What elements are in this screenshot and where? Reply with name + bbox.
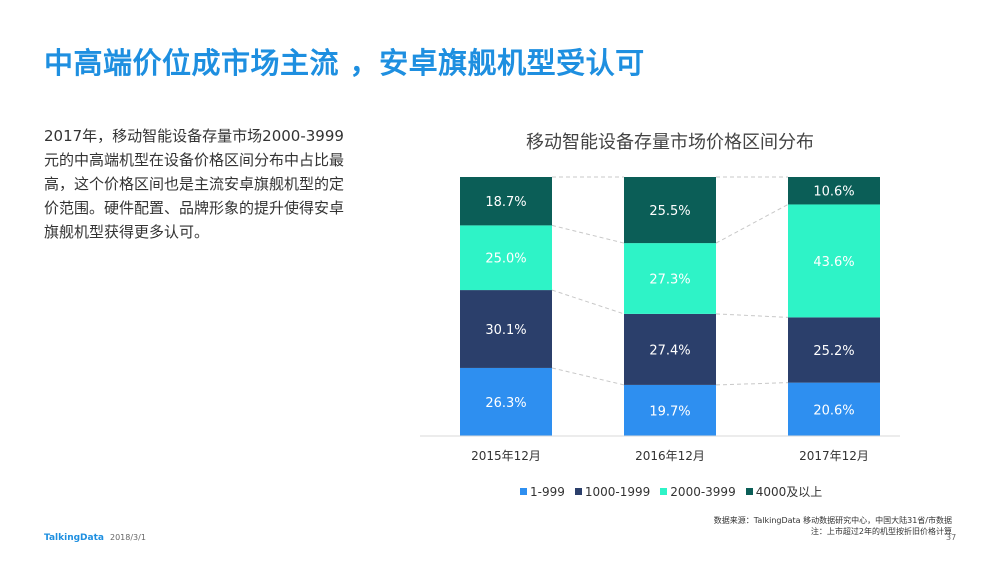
data-label: 27.3% [649, 273, 690, 288]
connector-line [715, 313, 789, 318]
legend-label: 2000-3999 [670, 484, 736, 499]
connector-line [551, 224, 625, 244]
connector-line [551, 367, 625, 386]
connector-line [551, 289, 625, 315]
bar-segment [460, 225, 552, 291]
chart-title: 移动智能设备存量市场价格区间分布 [526, 132, 814, 153]
connector-line [715, 204, 789, 244]
bar-segment [460, 290, 552, 368]
bar-segment [788, 382, 880, 436]
legend-swatch [660, 488, 668, 495]
x-tick-label: 2015年12月 [471, 449, 541, 463]
legend-swatch [745, 488, 753, 495]
bar-segment [788, 204, 880, 318]
description-text: 2017年，移动智能设备存量市场2000-3999元的中高端机型在设备价格区间分… [44, 127, 345, 241]
data-label: 27.4% [649, 343, 690, 358]
legend-label: 4000及以上 [755, 485, 823, 499]
data-label: 25.0% [485, 252, 526, 267]
slide-date: 2018/3/1 [110, 533, 146, 542]
legend-label: 1000-1999 [584, 484, 651, 499]
source-line: 数据来源：TalkingData 移动数据研究中心，中国大陆31省/市数据 [713, 516, 952, 525]
legend-item: 1000-1999 [574, 483, 651, 500]
x-tick-label: 2017年12月 [799, 449, 869, 463]
legend-swatch [520, 488, 527, 495]
chart-legend: 1-999 1000-1999 2000-3999 4000及以上 [520, 483, 822, 500]
bar-segment [788, 317, 880, 383]
page-number: 37 [946, 533, 957, 542]
legend-label: 1-999 [530, 484, 565, 499]
data-label: 18.7% [485, 195, 526, 210]
bar-segment [624, 313, 716, 385]
bar-segment [788, 177, 880, 205]
stacked-bar-chart: 26.3% 30.1% 25.0% 18.7% 2015年12月 19.7% 27.4% 27… [420, 176, 900, 463]
bar-segment [624, 177, 716, 244]
brand-logo-text: TalkingData [44, 533, 104, 543]
note-line: 注：上市超过2年的机型按折旧价格计算 [810, 527, 952, 536]
bar-segment [460, 367, 552, 436]
data-label: 19.7% [649, 404, 690, 419]
legend-item: 4000及以上 [745, 483, 823, 500]
data-label: 26.3% [485, 396, 526, 411]
data-source-note: 数据来源：TalkingData 移动数据研究中心，中国大陆31省/市数据 注：… [600, 515, 952, 537]
legend-item: 1-999 [520, 483, 565, 500]
bar-segment [624, 384, 716, 436]
data-label: 43.6% [813, 255, 854, 270]
page-title: 中高端价位成市场主流 ，安卓旗舰机型受认可 [44, 46, 645, 80]
connector-line [715, 382, 789, 386]
legend-swatch [574, 488, 582, 495]
data-label: 20.6% [813, 403, 854, 418]
data-label: 25.5% [649, 204, 690, 219]
data-label: 10.6% [813, 185, 854, 200]
data-label: 30.1% [485, 323, 526, 338]
bar-segment [624, 243, 716, 314]
data-label: 25.2% [813, 344, 854, 359]
legend-item: 2000-3999 [660, 483, 736, 500]
x-tick-label: 2016年12月 [635, 449, 705, 463]
bar-segment [460, 177, 552, 226]
